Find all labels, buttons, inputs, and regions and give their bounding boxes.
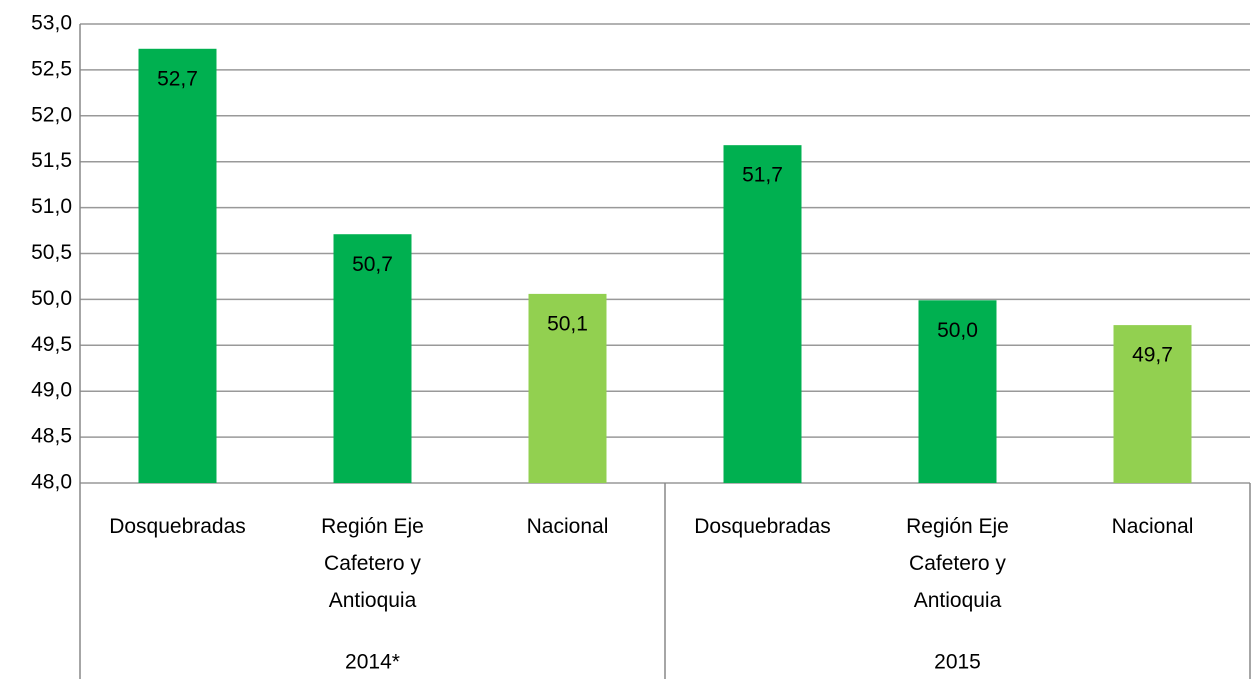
x-tick-label: Dosquebradas: [694, 515, 831, 538]
bar: [528, 293, 607, 483]
bar: [918, 300, 997, 483]
value-label: 50,7: [352, 253, 393, 276]
value-label: 50,0: [937, 319, 978, 342]
value-label: 51,7: [742, 164, 783, 187]
y-tick-label: 50,5: [31, 241, 72, 264]
y-tick-label: 50,0: [31, 287, 72, 310]
value-label: 49,7: [1132, 344, 1173, 367]
bar: [333, 234, 412, 483]
y-tick-label: 51,0: [31, 195, 72, 218]
y-tick-label: 48,5: [31, 425, 72, 448]
x-tick-label: Dosquebradas: [109, 515, 246, 538]
bar: [1113, 325, 1192, 483]
y-tick-label: 48,0: [31, 471, 72, 494]
group-label: 2014*: [345, 651, 400, 674]
x-tick-label: Nacional: [527, 515, 609, 538]
y-tick-label: 49,0: [31, 379, 72, 402]
value-label: 52,7: [157, 67, 198, 90]
y-tick-label: 49,5: [31, 333, 72, 356]
x-tick-label: Región Eje Cafetero y Antioquia: [321, 515, 424, 612]
y-tick-label: 52,0: [31, 103, 72, 126]
y-tick-label: 51,5: [31, 149, 72, 172]
x-tick-label: Nacional: [1112, 515, 1194, 538]
y-tick-label: 53,0: [31, 12, 72, 35]
x-tick-label: Región Eje Cafetero y Antioquia: [906, 515, 1009, 612]
bar: [723, 145, 802, 483]
bar: [138, 48, 217, 483]
y-tick-label: 52,5: [31, 57, 72, 80]
value-label: 50,1: [547, 312, 588, 335]
group-label: 2015: [934, 651, 981, 674]
